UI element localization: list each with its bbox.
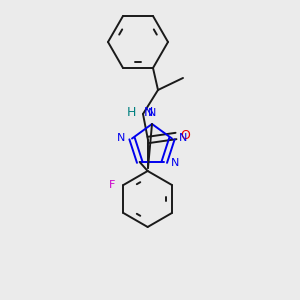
Text: N: N	[117, 133, 125, 142]
Text: N: N	[171, 158, 179, 168]
Text: N: N	[148, 107, 156, 118]
Text: N: N	[144, 106, 153, 119]
Text: N: N	[178, 133, 187, 142]
Text: F: F	[109, 180, 116, 190]
Text: O: O	[180, 130, 190, 142]
Text: H: H	[127, 106, 136, 119]
